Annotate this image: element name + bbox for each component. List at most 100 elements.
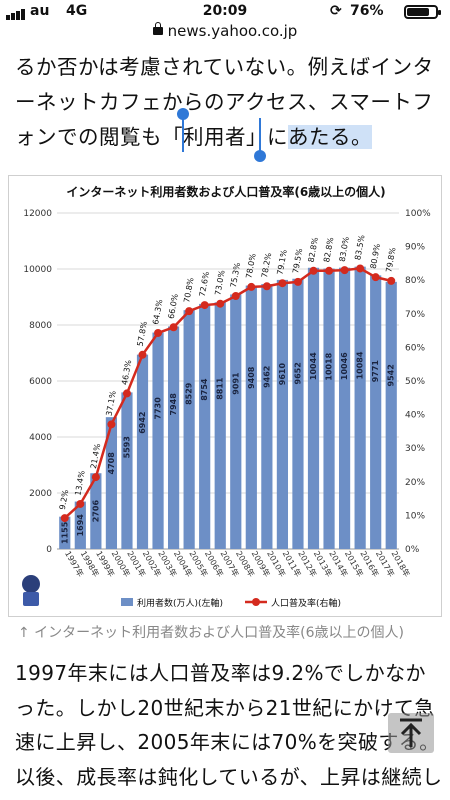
line-point <box>231 291 240 300</box>
y-right-tick-label: 40% <box>405 411 425 421</box>
bar-value-label: 8754 <box>200 378 209 401</box>
line-point <box>356 264 365 273</box>
bar <box>167 326 180 549</box>
bar-value-label: 8529 <box>185 382 194 405</box>
bar-value-label: 8811 <box>216 377 225 400</box>
bar <box>230 294 242 549</box>
line-value-label: 79.1% <box>276 249 289 276</box>
line-point <box>293 277 302 286</box>
bar <box>199 303 211 549</box>
lock-icon <box>152 22 163 35</box>
line-point <box>76 499 85 508</box>
bar-value-label: 9610 <box>278 363 287 386</box>
bar <box>323 268 335 549</box>
legend-bar-swatch <box>121 598 133 606</box>
line-point <box>169 323 178 332</box>
line-value-label: 79.5% <box>291 247 304 274</box>
line-point <box>340 266 349 275</box>
bar-value-label: 10044 <box>309 352 318 380</box>
legend-line-marker <box>252 598 260 606</box>
line-value-label: 82.8% <box>322 236 335 263</box>
line-value-label: 83.5% <box>353 234 366 261</box>
bar <box>74 501 86 549</box>
chart-caption: ↑ インターネット利用者数および人口普及率(6歳以上の個人) <box>18 625 405 641</box>
y-left-tick-label: 4000 <box>29 433 52 443</box>
chart-image: インターネット利用者数および人口普及率(6歳以上の個人) 0 2000 4000 600… <box>8 175 442 617</box>
line-point <box>247 282 256 291</box>
line-value-label: 46.3% <box>120 359 133 386</box>
bar <box>261 284 273 549</box>
carrier-label: au <box>30 3 50 19</box>
line-value-label: 82.8% <box>307 236 320 263</box>
line-point <box>60 514 69 523</box>
line-point <box>216 299 225 308</box>
arrow-up-icon <box>400 718 422 747</box>
bar <box>354 266 366 549</box>
bar-value-label: 9542 <box>387 364 396 386</box>
bar-value-label: 1155 <box>60 521 69 544</box>
mascot-icon <box>22 575 40 593</box>
bar-value-label: 5593 <box>122 436 131 458</box>
bar <box>121 392 133 549</box>
selection-start-handle[interactable] <box>177 108 189 152</box>
bar <box>370 275 382 549</box>
y-right-tick-label: 30% <box>405 444 425 454</box>
bar <box>276 279 289 549</box>
bar <box>292 278 304 549</box>
line-point <box>278 279 287 288</box>
scroll-to-top-button[interactable] <box>388 713 434 753</box>
rotation-lock-icon: ⟳ <box>330 3 342 19</box>
line-value-label: 66.0% <box>167 293 180 320</box>
network-label: 4G <box>66 3 88 19</box>
bar <box>136 354 149 549</box>
bar-value-label: 9652 <box>293 362 302 384</box>
line-value-label: 13.4% <box>73 469 86 496</box>
selection-end-handle[interactable] <box>254 118 266 162</box>
line-value-label: 73.0% <box>213 269 226 296</box>
line-value-label: 83.0% <box>338 235 351 262</box>
bar <box>59 516 71 549</box>
bar-value-label: 9091 <box>231 372 240 395</box>
legend-line-label: 人口普及率(右軸) <box>271 597 341 609</box>
line-value-label: 37.1% <box>105 390 118 417</box>
bar-value-label: 4708 <box>107 452 116 475</box>
article-paragraph-bottom: 1997年末には人口普及率は9.2%でしかなかった。しかし20世紀末から21世紀… <box>15 661 443 800</box>
chart-title: インターネット利用者数および人口普及率(6歳以上の個人) <box>66 184 385 199</box>
line-series <box>63 267 392 520</box>
clock: 20:09 <box>202 3 248 19</box>
url-bar[interactable]: news.yahoo.co.jp <box>0 22 450 44</box>
selected-text[interactable]: あたる。 <box>288 125 372 149</box>
bar <box>385 281 397 549</box>
line-point <box>371 273 380 282</box>
line-point <box>387 276 396 285</box>
y-right-tick-label: 60% <box>405 343 425 353</box>
y-right-tick-label: 90% <box>405 243 425 253</box>
bar <box>90 473 102 549</box>
line-value-label: 72.6% <box>198 270 211 297</box>
status-bar: au 4G 20:09 ⟳ 76% <box>0 0 450 22</box>
y-right-tick-label: 100% <box>405 209 431 219</box>
paragraph-text: るか否かは考慮されていない。例えばインターネットカフェからのアクセス、スマートフ… <box>15 55 434 149</box>
y-right-tick-label: 50% <box>405 377 425 387</box>
mascot-body <box>23 592 39 606</box>
bar-value-label: 9408 <box>247 366 256 389</box>
y-left-tick-label: 6000 <box>29 377 52 387</box>
article-paragraph-top: るか否かは考慮されていない。例えばインターネットカフェからのアクセス、スマートフ… <box>15 50 440 155</box>
line-point <box>325 266 334 275</box>
line-value-label: 80.9% <box>369 243 382 270</box>
bar-value-label: 7948 <box>169 393 178 416</box>
y-left-tick-label: 12000 <box>23 209 52 219</box>
line-value-label: 79.8% <box>384 246 397 273</box>
line-point <box>107 420 116 429</box>
y-right-tick-label: 10% <box>405 511 425 521</box>
url-text: news.yahoo.co.jp <box>167 22 298 40</box>
battery-icon <box>404 5 441 19</box>
bar-value-label: 6942 <box>138 412 147 434</box>
line-point <box>122 389 131 398</box>
line-point <box>262 282 271 291</box>
line-point <box>91 473 100 482</box>
y-left-tick-label: 8000 <box>29 321 52 331</box>
bar <box>183 310 195 549</box>
line-value-label: 78.2% <box>260 252 273 279</box>
y-right-tick-label: 70% <box>405 310 425 320</box>
